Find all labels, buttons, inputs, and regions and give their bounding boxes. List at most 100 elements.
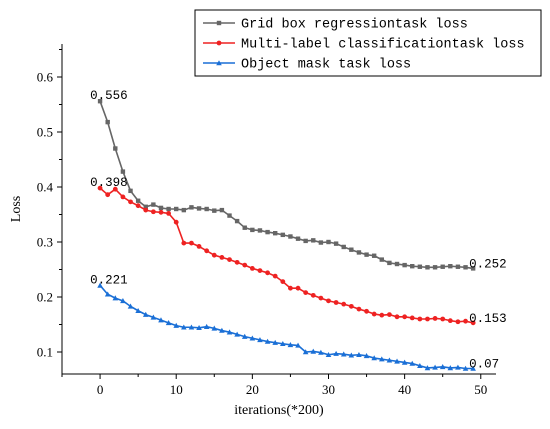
series-line	[99, 284, 474, 370]
data-point	[303, 238, 308, 244]
series-3	[97, 282, 476, 371]
data-point	[211, 252, 217, 258]
data-point	[333, 350, 339, 356]
data-point	[112, 295, 119, 301]
data-point	[181, 207, 187, 213]
data-point	[135, 203, 141, 209]
legend-box	[194, 9, 542, 77]
data-point	[150, 314, 157, 320]
data-point	[280, 340, 286, 346]
data-point	[249, 335, 256, 341]
data-point	[417, 264, 423, 269]
data-point	[257, 337, 263, 343]
data-point	[470, 365, 476, 371]
data-point	[234, 218, 240, 224]
data-point	[371, 355, 377, 361]
legend-item: Grid box regressiontask loss	[203, 18, 468, 33]
data-point	[318, 240, 324, 245]
data-point	[425, 265, 430, 270]
data-point	[151, 202, 156, 207]
x-tick-label: 10	[170, 382, 183, 397]
data-point	[181, 240, 187, 246]
data-point	[234, 259, 240, 265]
data-point	[447, 318, 453, 324]
data-point	[295, 285, 301, 291]
data-point	[264, 338, 271, 344]
data-point	[219, 207, 225, 213]
data-point	[280, 279, 286, 284]
data-point	[242, 225, 247, 230]
data-point	[104, 291, 111, 297]
data-point	[439, 364, 446, 370]
data-point	[311, 238, 316, 243]
data-point	[387, 260, 392, 266]
legend-label: Object mask task loss	[241, 58, 411, 73]
data-point	[150, 209, 156, 215]
data-point	[440, 264, 445, 269]
data-point	[272, 231, 278, 236]
data-point	[387, 312, 392, 317]
data-point	[386, 357, 393, 363]
data-point	[127, 303, 134, 309]
data-point	[158, 317, 164, 323]
data-point	[120, 194, 126, 200]
plot-area: 0 10 20 30 40 50 0.1 0.2 0.3 0.4 0.5 0.6	[37, 44, 496, 397]
data-point	[410, 264, 415, 269]
data-point	[432, 364, 438, 370]
data-point	[227, 213, 232, 218]
data-point	[470, 266, 476, 271]
x-tick-label: 40	[398, 382, 411, 397]
data-point	[265, 229, 270, 235]
data-point	[142, 311, 149, 317]
data-point	[462, 365, 469, 371]
data-point	[409, 315, 415, 321]
data-point	[463, 265, 468, 270]
y-axis-title: Loss	[9, 196, 24, 222]
data-point	[257, 268, 263, 273]
data-point	[165, 320, 172, 326]
data-point	[463, 318, 468, 324]
data-point	[257, 228, 263, 233]
data-point	[394, 261, 400, 267]
data-point	[173, 322, 180, 328]
data-point	[216, 20, 222, 26]
data-point	[242, 262, 248, 268]
data-point	[432, 265, 438, 270]
data-point	[402, 262, 407, 268]
data-point	[340, 351, 347, 357]
legend-item: Multi-label classificationtask loss	[203, 38, 525, 53]
data-point	[135, 198, 141, 203]
y-tick-label: 0.4	[37, 180, 54, 195]
data-point	[105, 192, 111, 198]
series-line	[99, 187, 474, 324]
data-point	[378, 356, 385, 362]
data-point	[425, 316, 430, 322]
data-point	[204, 248, 210, 254]
data-point	[166, 211, 171, 216]
data-point	[143, 204, 148, 209]
series-line	[99, 100, 474, 270]
data-point	[272, 339, 278, 345]
start-value-label: 0.221	[90, 273, 128, 287]
data-point	[189, 240, 194, 246]
data-point	[280, 232, 286, 238]
data-point	[341, 301, 347, 307]
y-tick-label: 0.1	[37, 345, 53, 360]
data-point	[440, 316, 446, 322]
data-point	[112, 186, 118, 192]
data-point	[128, 199, 133, 205]
data-point	[189, 205, 194, 210]
data-point	[249, 266, 255, 271]
data-point	[448, 264, 453, 269]
data-point	[455, 264, 461, 269]
data-point	[348, 352, 355, 358]
data-point	[203, 323, 210, 329]
y-tick-label: 0.6	[37, 70, 54, 85]
data-point	[158, 209, 164, 215]
data-point	[97, 282, 103, 288]
data-labels: 0.556 0.252 0.398 0.153 0.221 0.07	[90, 89, 507, 371]
data-point	[188, 324, 195, 330]
data-point	[455, 364, 461, 370]
data-point	[371, 253, 377, 258]
data-point	[349, 247, 354, 252]
